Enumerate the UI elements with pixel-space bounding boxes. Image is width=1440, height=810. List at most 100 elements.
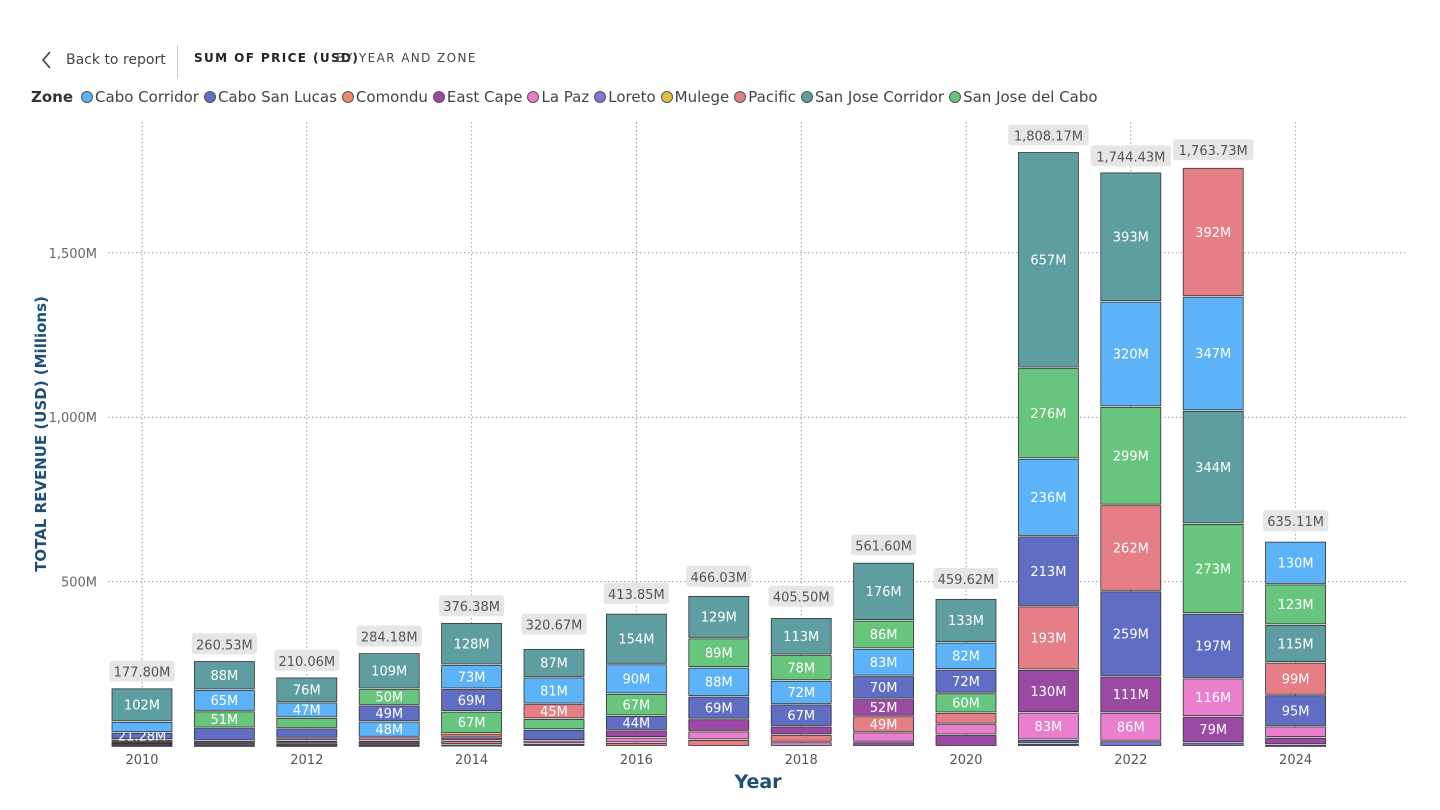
legend-item[interactable]: La Paz: [527, 88, 589, 106]
bar-segment: [853, 620, 914, 649]
total-value-label: 1,744.43M: [1096, 150, 1165, 165]
legend-label: Cabo San Lucas: [217, 88, 337, 106]
legend-label: La Paz: [541, 88, 590, 106]
dimension-label: BY YEAR AND ZONE: [336, 51, 477, 65]
bar-segment: [441, 741, 503, 744]
segment-value-label: 72M: [787, 686, 815, 701]
bar-segment: [1265, 726, 1326, 738]
bar-segment: [935, 642, 997, 669]
segment-value-label: 259M: [1113, 627, 1149, 642]
legend-label: San Jose Corridor: [814, 88, 945, 106]
bar-segment: [1182, 410, 1244, 524]
bar-segment: [770, 742, 832, 746]
top-bar: Back to report SUM OF PRICE (USD) BY YEA…: [0, 0, 1440, 80]
y-axis-title: TOTAL REVENUE (USD) (Millions): [32, 296, 50, 572]
legend-item[interactable]: Cabo San Lucas: [203, 88, 337, 106]
bar-segment: [935, 669, 997, 693]
bar-segment: [853, 742, 914, 746]
bar-segment: [935, 598, 997, 642]
bar-segment: [111, 743, 173, 746]
legend-item[interactable]: San Jose Corridor: [800, 88, 945, 106]
segment-value-label: 111M: [1113, 688, 1149, 703]
bar-segment: [853, 648, 914, 676]
bar-segment: [1018, 368, 1079, 459]
legend-item[interactable]: Cabo Corridor: [81, 88, 199, 106]
segment-value-label: 83M: [1035, 720, 1063, 735]
segment-value-label: 50M: [375, 691, 403, 706]
bar-segment: [276, 741, 338, 743]
total-value-label: 177.80M: [114, 666, 171, 681]
bar-segment: [441, 711, 503, 734]
segment-value-label: 129M: [701, 611, 737, 626]
header-divider: [177, 45, 178, 79]
segment-value-label: 276M: [1030, 407, 1066, 422]
bar-segment: [935, 713, 997, 724]
total-value-label: 405.50M: [773, 591, 830, 606]
bar-segment: [853, 699, 914, 716]
segment-value-label: 67M: [458, 716, 486, 731]
segment-value-label: 87M: [540, 657, 568, 672]
legend-item[interactable]: Comondu: [341, 88, 428, 106]
bar-segment: [770, 680, 832, 704]
bar-segment: [1265, 624, 1326, 663]
bar-segment: [276, 738, 338, 741]
segment-value-label: 236M: [1030, 491, 1066, 506]
legend-item[interactable]: San Jose del Cabo: [949, 88, 1098, 106]
legend-item[interactable]: Pacific: [734, 88, 796, 106]
bar-segment: [1265, 541, 1326, 584]
bar-segment: [193, 741, 255, 743]
bar-segment: [358, 741, 420, 743]
legend-swatch: [527, 91, 540, 103]
segment-value-label: 88M: [705, 676, 733, 691]
segment-value-label: 123M: [1278, 598, 1314, 613]
bar-segment: [1182, 716, 1244, 742]
back-to-report-button[interactable]: Back to report: [40, 44, 166, 76]
bar-segment: [853, 732, 914, 742]
total-label-bg: [274, 649, 340, 671]
bar-segment: [358, 737, 420, 741]
back-label: Back to report: [66, 52, 166, 68]
bar-segment: [276, 743, 338, 746]
chevron-left-icon: [41, 51, 51, 69]
segment-value-label: 73M: [458, 670, 486, 685]
segment-value-label: 197M: [1195, 640, 1231, 655]
total-value-label: 376.38M: [443, 600, 500, 615]
segment-value-label: 90M: [623, 673, 651, 688]
bar-segment: [1100, 172, 1162, 302]
legend-item[interactable]: East Cape: [432, 88, 522, 106]
total-label-bg: [686, 565, 752, 587]
segment-value-label: 89M: [705, 646, 733, 661]
bar-segment: [1265, 744, 1326, 747]
bar-segment: [358, 653, 420, 689]
legend-swatch: [949, 91, 962, 103]
total-label-bg: [768, 585, 834, 607]
bar-segment: [111, 732, 173, 739]
legend-item[interactable]: Loreto: [594, 88, 656, 106]
segment-value-label: 69M: [458, 694, 486, 709]
bar-segment: [1100, 713, 1162, 741]
legend-item[interactable]: Mulege: [660, 88, 729, 106]
bar-segment: [193, 690, 255, 711]
total-label-bg: [191, 633, 257, 655]
bar-segment: [606, 664, 667, 694]
segment-value-label: 392M: [1195, 226, 1231, 241]
bar-segment: [606, 716, 667, 730]
segment-value-label: 86M: [870, 628, 898, 643]
legend-swatch: [203, 91, 216, 103]
y-tick-label: 1,500M: [49, 247, 97, 262]
total-value-label: 320.67M: [526, 619, 583, 634]
bar-segment: [1182, 742, 1244, 746]
bar-segment: [193, 728, 255, 741]
x-axis-title: Year: [733, 771, 782, 793]
segment-value-label: 67M: [623, 698, 651, 713]
bar-segment: [1100, 406, 1162, 505]
x-tick-label: 2012: [290, 753, 323, 768]
total-label-bg: [1008, 124, 1089, 146]
bar-segment: [935, 735, 997, 746]
total-value-label: 284.18M: [361, 631, 418, 646]
bar-segment: [853, 562, 914, 620]
legend-swatch: [594, 91, 607, 103]
bar-segment: [111, 741, 173, 744]
segment-value-label: 393M: [1113, 231, 1149, 246]
segment-value-label: 130M: [1030, 685, 1066, 700]
